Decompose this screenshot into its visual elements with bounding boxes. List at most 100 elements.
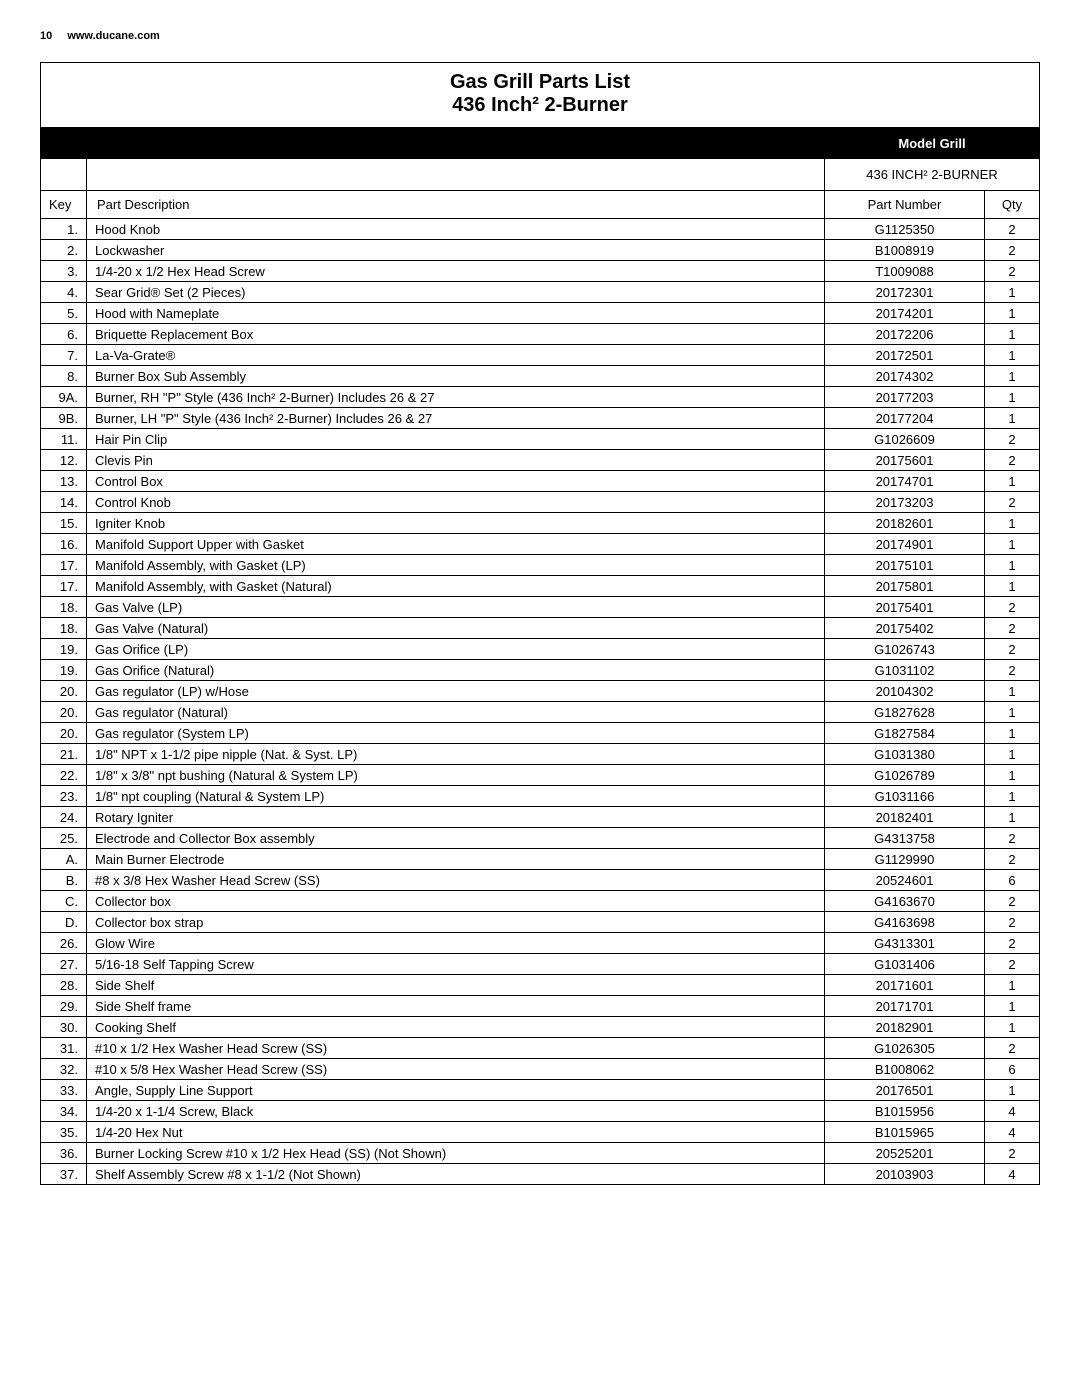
table-row: 30.Cooking Shelf201829011 [41, 1017, 1040, 1038]
column-header-row: Key Part Description Part Number Qty [41, 191, 1040, 219]
cell-part: B1008062 [825, 1059, 985, 1080]
cell-key: 24. [41, 807, 87, 828]
cell-part: 20175601 [825, 450, 985, 471]
parts-table: Gas Grill Parts List 436 Inch² 2-Burner … [40, 62, 1040, 1185]
model-name: 436 INCH² 2-BURNER [825, 159, 1040, 191]
cell-part: G1129990 [825, 849, 985, 870]
cell-qty: 6 [985, 870, 1040, 891]
cell-key: 23. [41, 786, 87, 807]
table-row: 35.1/4-20 Hex NutB10159654 [41, 1122, 1040, 1143]
cell-part: G1031166 [825, 786, 985, 807]
cell-qty: 1 [985, 723, 1040, 744]
cell-desc: Gas Valve (Natural) [87, 618, 825, 639]
cell-desc: Clevis Pin [87, 450, 825, 471]
cell-part: 20176501 [825, 1080, 985, 1101]
cell-qty: 2 [985, 492, 1040, 513]
table-row: 36.Burner Locking Screw #10 x 1/2 Hex He… [41, 1143, 1040, 1164]
cell-key: 18. [41, 618, 87, 639]
table-row: A.Main Burner ElectrodeG11299902 [41, 849, 1040, 870]
cell-desc: #8 x 3/8 Hex Washer Head Screw (SS) [87, 870, 825, 891]
cell-key: 14. [41, 492, 87, 513]
cell-part: 20525201 [825, 1143, 985, 1164]
table-row: 18.Gas Valve (LP)201754012 [41, 597, 1040, 618]
table-row: 20.Gas regulator (LP) w/Hose201043021 [41, 681, 1040, 702]
table-row: 1.Hood KnobG11253502 [41, 219, 1040, 240]
cell-desc: Manifold Assembly, with Gasket (Natural) [87, 576, 825, 597]
cell-part: G1031406 [825, 954, 985, 975]
cell-key: 9B. [41, 408, 87, 429]
black-spacer [87, 128, 825, 160]
cell-key: D. [41, 912, 87, 933]
cell-qty: 4 [985, 1122, 1040, 1143]
cell-desc: #10 x 5/8 Hex Washer Head Screw (SS) [87, 1059, 825, 1080]
cell-desc: Gas Valve (LP) [87, 597, 825, 618]
cell-desc: Electrode and Collector Box assembly [87, 828, 825, 849]
cell-qty: 1 [985, 702, 1040, 723]
cell-desc: Lockwasher [87, 240, 825, 261]
page-header: 10 www.ducane.com [40, 30, 1040, 42]
cell-desc: Hood Knob [87, 219, 825, 240]
cell-key: A. [41, 849, 87, 870]
cell-desc: Manifold Assembly, with Gasket (LP) [87, 555, 825, 576]
cell-part: G4163670 [825, 891, 985, 912]
page-number: 10 [40, 30, 52, 42]
table-row: 31.#10 x 1/2 Hex Washer Head Screw (SS)G… [41, 1038, 1040, 1059]
cell-qty: 1 [985, 303, 1040, 324]
cell-part: 20172206 [825, 324, 985, 345]
cell-key: 34. [41, 1101, 87, 1122]
cell-part: T1009088 [825, 261, 985, 282]
cell-qty: 2 [985, 618, 1040, 639]
cell-key: 21. [41, 744, 87, 765]
cell-qty: 6 [985, 1059, 1040, 1080]
table-row: 5.Hood with Nameplate201742011 [41, 303, 1040, 324]
cell-key: 13. [41, 471, 87, 492]
cell-key: 22. [41, 765, 87, 786]
cell-key: 2. [41, 240, 87, 261]
table-row: 12.Clevis Pin201756012 [41, 450, 1040, 471]
cell-part: 20171701 [825, 996, 985, 1017]
table-title: Gas Grill Parts List 436 Inch² 2-Burner [41, 63, 1040, 128]
blank-cell [87, 159, 825, 191]
cell-key: 12. [41, 450, 87, 471]
cell-desc: Main Burner Electrode [87, 849, 825, 870]
cell-qty: 2 [985, 891, 1040, 912]
table-row: 20.Gas regulator (Natural)G18276281 [41, 702, 1040, 723]
cell-qty: 1 [985, 534, 1040, 555]
cell-key: 16. [41, 534, 87, 555]
cell-qty: 1 [985, 975, 1040, 996]
cell-desc: Gas Orifice (LP) [87, 639, 825, 660]
cell-key: 19. [41, 660, 87, 681]
cell-key: B. [41, 870, 87, 891]
cell-part: G1125350 [825, 219, 985, 240]
cell-key: 31. [41, 1038, 87, 1059]
cell-part: G1827584 [825, 723, 985, 744]
cell-part: B1015956 [825, 1101, 985, 1122]
cell-desc: Igniter Knob [87, 513, 825, 534]
cell-desc: 1/8" npt coupling (Natural & System LP) [87, 786, 825, 807]
cell-desc: Cooking Shelf [87, 1017, 825, 1038]
model-name-row: 436 INCH² 2-BURNER [41, 159, 1040, 191]
cell-part: 20172501 [825, 345, 985, 366]
cell-qty: 2 [985, 1143, 1040, 1164]
cell-qty: 1 [985, 408, 1040, 429]
table-row: B.#8 x 3/8 Hex Washer Head Screw (SS)205… [41, 870, 1040, 891]
cell-desc: Control Knob [87, 492, 825, 513]
cell-qty: 1 [985, 282, 1040, 303]
table-row: 18.Gas Valve (Natural)201754022 [41, 618, 1040, 639]
cell-key: 20. [41, 723, 87, 744]
table-row: 9A.Burner, RH "P" Style (436 Inch² 2-Bur… [41, 387, 1040, 408]
cell-qty: 2 [985, 450, 1040, 471]
cell-key: 19. [41, 639, 87, 660]
cell-part: G1026743 [825, 639, 985, 660]
table-row: 17.Manifold Assembly, with Gasket (Natur… [41, 576, 1040, 597]
cell-desc: Collector box [87, 891, 825, 912]
table-row: 16.Manifold Support Upper with Gasket201… [41, 534, 1040, 555]
table-row: 15.Igniter Knob201826011 [41, 513, 1040, 534]
cell-qty: 1 [985, 786, 1040, 807]
cell-qty: 1 [985, 1017, 1040, 1038]
table-row: 32.#10 x 5/8 Hex Washer Head Screw (SS)B… [41, 1059, 1040, 1080]
cell-key: 36. [41, 1143, 87, 1164]
model-grill-header: Model Grill [825, 128, 1040, 160]
cell-part: G1026609 [825, 429, 985, 450]
cell-qty: 1 [985, 324, 1040, 345]
